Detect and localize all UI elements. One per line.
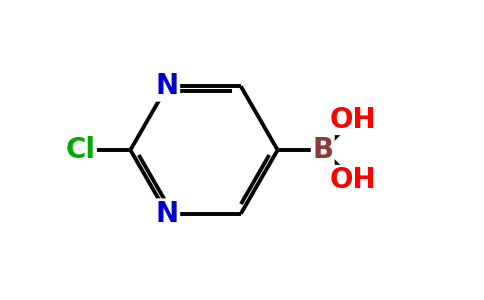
Text: OH: OH	[330, 106, 376, 134]
Text: B: B	[312, 136, 333, 164]
Text: N: N	[156, 200, 179, 228]
Text: OH: OH	[330, 166, 376, 194]
Text: N: N	[156, 72, 179, 100]
Text: Cl: Cl	[65, 136, 95, 164]
